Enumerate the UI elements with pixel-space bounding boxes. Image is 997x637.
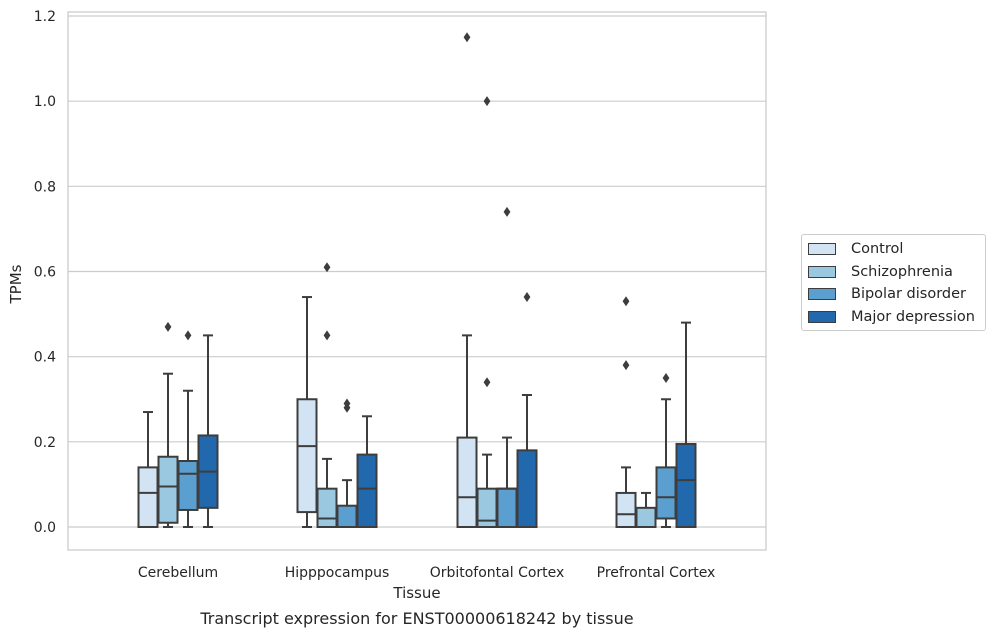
legend-label: Major depression	[851, 308, 975, 325]
box-item	[615, 296, 637, 528]
outlier-point	[164, 321, 172, 332]
outlier-point	[483, 377, 491, 388]
grid-lines	[68, 15, 766, 528]
y-tick-label: 0.4	[34, 350, 56, 366]
legend-swatch	[808, 310, 836, 323]
box-item	[177, 330, 199, 528]
y-tick-labels: 0.0 0.2 0.4 0.6 0.8 1.0 1.2	[34, 9, 56, 536]
y-tick-label: 0.0	[34, 520, 56, 536]
outlier-point	[463, 32, 471, 43]
box-body	[496, 487, 518, 528]
legend-swatch	[808, 265, 836, 278]
outlier-point	[184, 330, 192, 341]
box-item	[635, 491, 657, 528]
box-item	[476, 96, 498, 528]
legend-label: Bipolar disorder	[851, 286, 966, 303]
outlier-point	[343, 398, 351, 409]
box-body	[137, 466, 159, 528]
box-body	[296, 398, 318, 514]
box-item	[336, 398, 358, 529]
x-tick-label: Cerebellum	[138, 565, 218, 581]
series-schizophrenia	[157, 96, 657, 528]
legend-swatch	[808, 243, 836, 256]
legend-label: Schizophrenia	[851, 263, 953, 280]
box-item	[157, 321, 179, 528]
x-tick-label: Orbitofontal Cortex	[430, 565, 565, 581]
box-item	[496, 206, 518, 528]
box-item	[137, 411, 159, 528]
box-item	[675, 321, 697, 528]
x-tick-label: Prefrontal Cortex	[597, 565, 716, 581]
series-major-depression	[197, 292, 697, 529]
box-item	[655, 372, 677, 528]
legend-item: Bipolar disorder	[802, 283, 985, 306]
x-axis-label: Tissue	[392, 584, 440, 602]
box-body	[336, 504, 358, 529]
legend-item: Major depression	[802, 306, 985, 329]
outlier-point	[323, 330, 331, 341]
outlier-point	[622, 360, 630, 371]
outlier-point	[483, 96, 491, 107]
outlier-point	[662, 372, 670, 383]
y-tick-label: 0.2	[34, 435, 56, 451]
y-tick-label: 1.2	[34, 9, 56, 25]
plot-frame	[67, 11, 767, 551]
chart-caption: Transcript expression for ENST0000061824…	[199, 609, 633, 628]
box-body	[675, 442, 697, 528]
legend: Control Schizophrenia Bipolar disorder Majo…	[801, 234, 986, 331]
y-axis-label: TPMs	[7, 264, 25, 304]
box-body	[157, 455, 179, 524]
box-body	[316, 487, 338, 528]
y-tick-label: 0.6	[34, 265, 56, 281]
outlier-point	[523, 292, 531, 303]
box-body	[635, 506, 657, 528]
series-bipolar-disorder	[177, 206, 677, 529]
box-body	[516, 449, 538, 529]
outlier-point	[622, 296, 630, 307]
box-item	[456, 32, 478, 529]
box-body	[655, 466, 677, 520]
y-tick-label: 1.0	[34, 94, 56, 110]
x-tick-labels: Cerebellum Hipppocampus Orbitofontal Corte…	[138, 565, 715, 581]
box-item	[516, 292, 538, 529]
outlier-point	[503, 206, 511, 217]
legend-label: Control	[851, 241, 904, 258]
series-control	[137, 32, 637, 529]
legend-item: Control	[802, 238, 985, 261]
y-tick-label: 0.8	[34, 179, 56, 195]
box-body	[356, 453, 378, 529]
box-series	[137, 32, 697, 529]
box-body	[177, 459, 199, 511]
box-item	[316, 262, 338, 528]
legend-item: Schizophrenia	[802, 261, 985, 284]
box-item	[356, 415, 378, 529]
box-body	[615, 491, 637, 528]
legend-swatch	[808, 288, 836, 301]
outlier-point	[323, 262, 331, 273]
box-item	[197, 334, 219, 528]
box-item	[296, 296, 318, 528]
box-body	[456, 436, 478, 529]
x-tick-label: Hipppocampus	[285, 565, 390, 581]
